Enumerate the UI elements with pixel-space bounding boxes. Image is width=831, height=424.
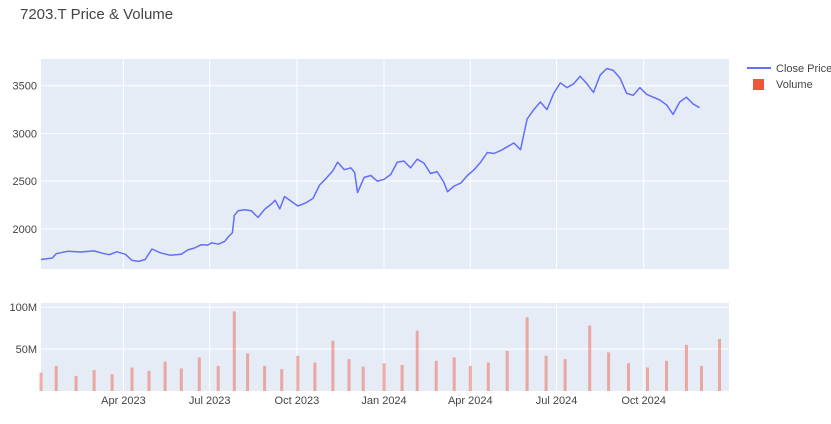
legend-symbol-volume — [753, 79, 764, 90]
series-line-close-price[interactable] — [40, 67, 700, 263]
volume-bar[interactable] — [179, 368, 183, 391]
volume-bar[interactable] — [92, 370, 96, 391]
volume-bar[interactable] — [280, 369, 284, 391]
chart-title: 7203.T Price & Volume — [20, 6, 173, 23]
volume-bar[interactable] — [110, 374, 114, 391]
volume-bar[interactable] — [646, 367, 649, 392]
legend-label-close-price[interactable]: Close Price — [776, 63, 831, 75]
volume-bar[interactable] — [361, 366, 365, 391]
x-axis-ticks: Apr 2023 Jul 2023 Oct 2023 Jan 2024 Apr 2024… — [101, 395, 666, 407]
volume-bar[interactable] — [232, 311, 236, 391]
price-tick-label: 2000 — [13, 224, 37, 236]
volume-bar[interactable] — [415, 330, 419, 391]
volume-bar[interactable] — [434, 360, 438, 391]
volume-bar[interactable] — [54, 365, 58, 391]
volume-bar[interactable] — [505, 350, 509, 391]
x-tick-label: Apr 2024 — [448, 395, 493, 407]
volume-bar[interactable] — [347, 359, 351, 391]
volume-bar[interactable] — [665, 360, 668, 391]
price-gridlines — [41, 59, 729, 269]
volume-bar[interactable] — [452, 357, 456, 392]
x-tick-label: Oct 2024 — [621, 395, 666, 407]
legend[interactable]: Close Price Volume — [747, 63, 831, 91]
volume-tick-label: 50M — [16, 344, 37, 356]
volume-bar[interactable] — [313, 362, 317, 392]
volume-bar[interactable] — [700, 365, 703, 391]
volume-bar[interactable] — [382, 363, 386, 391]
price-tick-label: 3000 — [13, 128, 37, 140]
volume-bar[interactable] — [563, 359, 567, 391]
volume-bar[interactable] — [331, 340, 335, 391]
volume-bar[interactable] — [216, 365, 220, 391]
volume-bar[interactable] — [147, 370, 151, 391]
price-tick-label: 2500 — [13, 176, 37, 188]
volume-plot-background — [41, 303, 729, 391]
volume-gridlines — [41, 303, 729, 391]
volume-bar[interactable] — [263, 365, 267, 391]
legend-label-volume[interactable]: Volume — [776, 79, 813, 91]
volume-bar[interactable] — [607, 352, 611, 391]
volume-bar[interactable] — [74, 375, 78, 391]
volume-bar[interactable] — [588, 325, 592, 391]
volume-series — [39, 311, 721, 392]
volume-bar[interactable] — [718, 339, 721, 391]
x-tick-label: Apr 2023 — [101, 395, 146, 407]
x-tick-label: Oct 2023 — [275, 395, 320, 407]
volume-bar[interactable] — [246, 353, 250, 391]
volume-tick-label: 100M — [9, 302, 37, 314]
volume-bar[interactable] — [468, 365, 472, 391]
volume-bar[interactable] — [296, 355, 300, 391]
price-series — [40, 67, 700, 263]
volume-bar[interactable] — [684, 344, 688, 391]
volume-bar[interactable] — [400, 365, 404, 391]
volume-bar[interactable] — [130, 367, 134, 392]
price-axis-ticks: 2000 2500 3000 3500 — [13, 81, 37, 236]
volume-bar[interactable] — [197, 357, 201, 392]
volume-bar[interactable] — [39, 372, 43, 391]
volume-axis-ticks: 50M 100M — [9, 302, 37, 356]
x-tick-label: Jul 2023 — [189, 395, 231, 407]
volume-bar[interactable] — [627, 363, 630, 391]
volume-bar[interactable] — [486, 362, 490, 392]
volume-bar[interactable] — [544, 355, 548, 391]
price-tick-label: 3500 — [13, 81, 37, 93]
volume-bar[interactable] — [525, 317, 529, 391]
x-tick-label: Jul 2024 — [536, 395, 578, 407]
x-tick-label: Jan 2024 — [361, 395, 406, 407]
volume-bar[interactable] — [163, 361, 167, 391]
price-plot-background — [41, 59, 729, 269]
